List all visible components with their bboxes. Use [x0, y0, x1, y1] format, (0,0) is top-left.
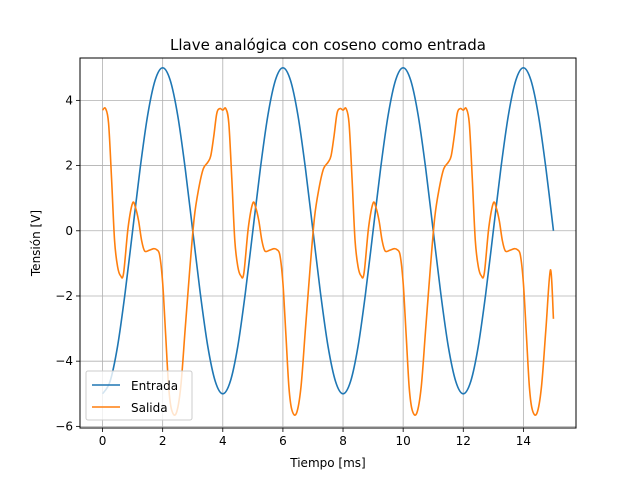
legend-label-entrada: Entrada	[131, 379, 178, 393]
series-line-entrada	[101, 66, 555, 395]
x-tick-label: 14	[516, 434, 531, 448]
x-tick-label: 2	[159, 434, 167, 448]
x-tick-label: 10	[396, 434, 411, 448]
x-tick-label: 12	[456, 434, 471, 448]
y-tick-label: 4	[65, 93, 73, 107]
x-tick-label: 8	[339, 434, 347, 448]
x-axis-label: Tiempo [ms]	[289, 456, 365, 470]
legend: Entrada Salida	[85, 370, 193, 421]
x-tick-label: 6	[279, 434, 287, 448]
chart-title: Llave analógica con coseno como entrada	[170, 36, 486, 54]
x-tick-label: 0	[99, 434, 107, 448]
axes-frame	[79, 57, 577, 429]
x-tick-label: 4	[219, 434, 227, 448]
y-axis-label: Tensión [V]	[29, 210, 43, 277]
y-tick-label: −4	[55, 354, 73, 368]
y-tick-label: 2	[65, 159, 73, 173]
ticks: 0 2 4 6 8 10 12 14 −6 −4 −2 0 2 4	[55, 93, 531, 448]
grid	[80, 58, 576, 428]
y-tick-label: −2	[55, 289, 73, 303]
y-tick-label: −6	[55, 419, 73, 433]
legend-label-salida: Salida	[131, 401, 168, 415]
y-tick-label: 0	[65, 224, 73, 238]
